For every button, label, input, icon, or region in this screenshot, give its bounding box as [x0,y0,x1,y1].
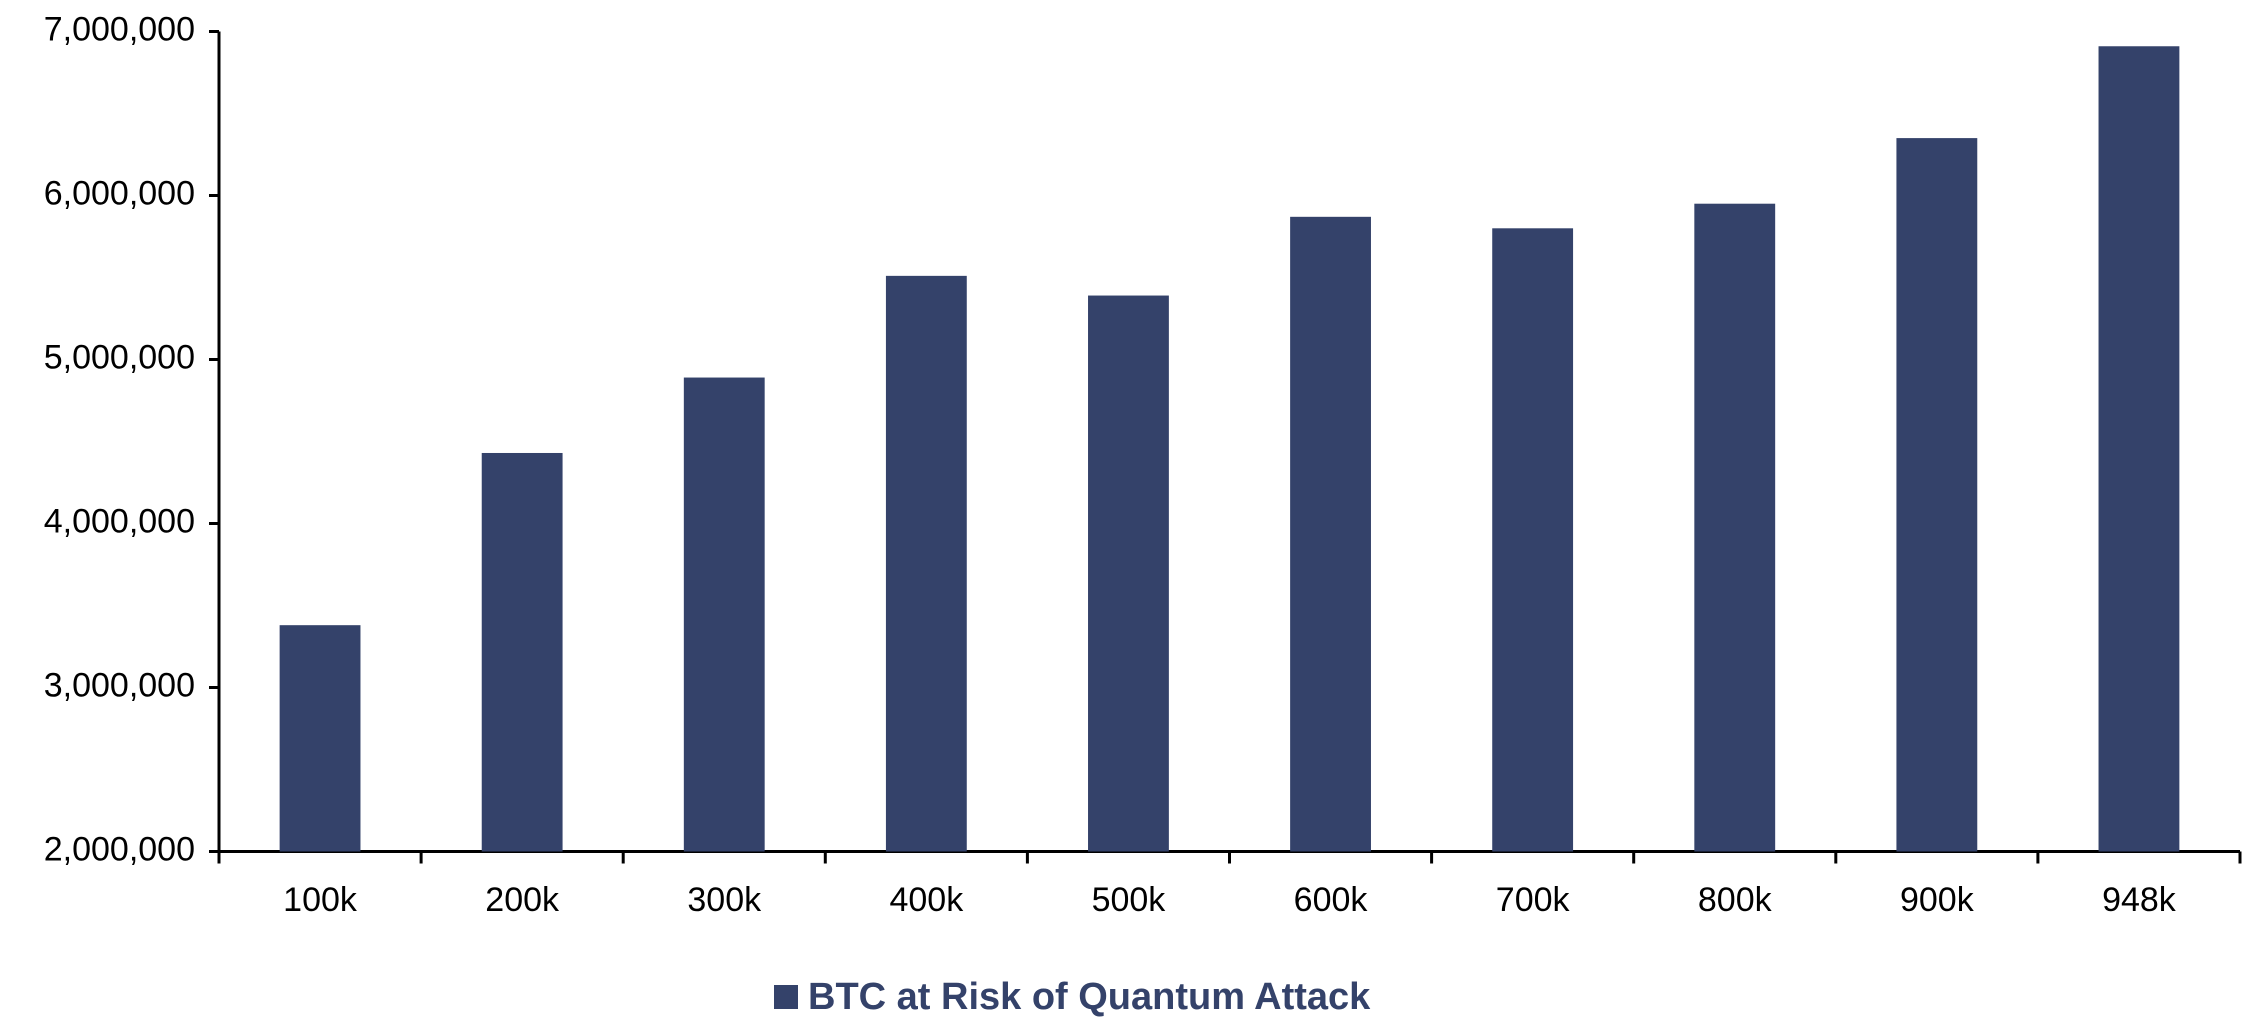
x-tick-label: 400k [889,881,964,919]
y-tick-label: 2,000,000 [44,830,195,868]
x-tick-label: 800k [1698,881,1773,919]
bar [1896,138,1978,852]
x-tick-label: 200k [485,881,560,919]
legend-label: BTC at Risk of Quantum Attack [808,976,1371,1018]
x-tick-label: 900k [1900,881,1975,919]
bar [683,377,765,852]
x-tick-label: 948k [2102,881,2177,919]
y-tick-label: 5,000,000 [44,338,195,376]
y-tick-label: 4,000,000 [44,502,195,540]
bar [1290,216,1371,852]
x-tick-label: 600k [1294,881,1369,919]
legend-swatch [774,985,798,1009]
y-tick-label: 6,000,000 [44,174,195,212]
bar [1088,295,1169,852]
bar [1694,203,1776,852]
x-tick-label: 700k [1496,881,1571,919]
bar [2098,46,2180,852]
bar [279,625,361,852]
x-tick-label: 300k [687,881,762,919]
x-tick-label: 100k [283,881,358,919]
bar [885,275,967,852]
bar [1492,228,1574,852]
bar [481,452,563,852]
x-tick-label: 500k [1092,881,1167,919]
y-tick-label: 7,000,000 [44,10,195,48]
y-tick-label: 3,000,000 [44,666,195,704]
